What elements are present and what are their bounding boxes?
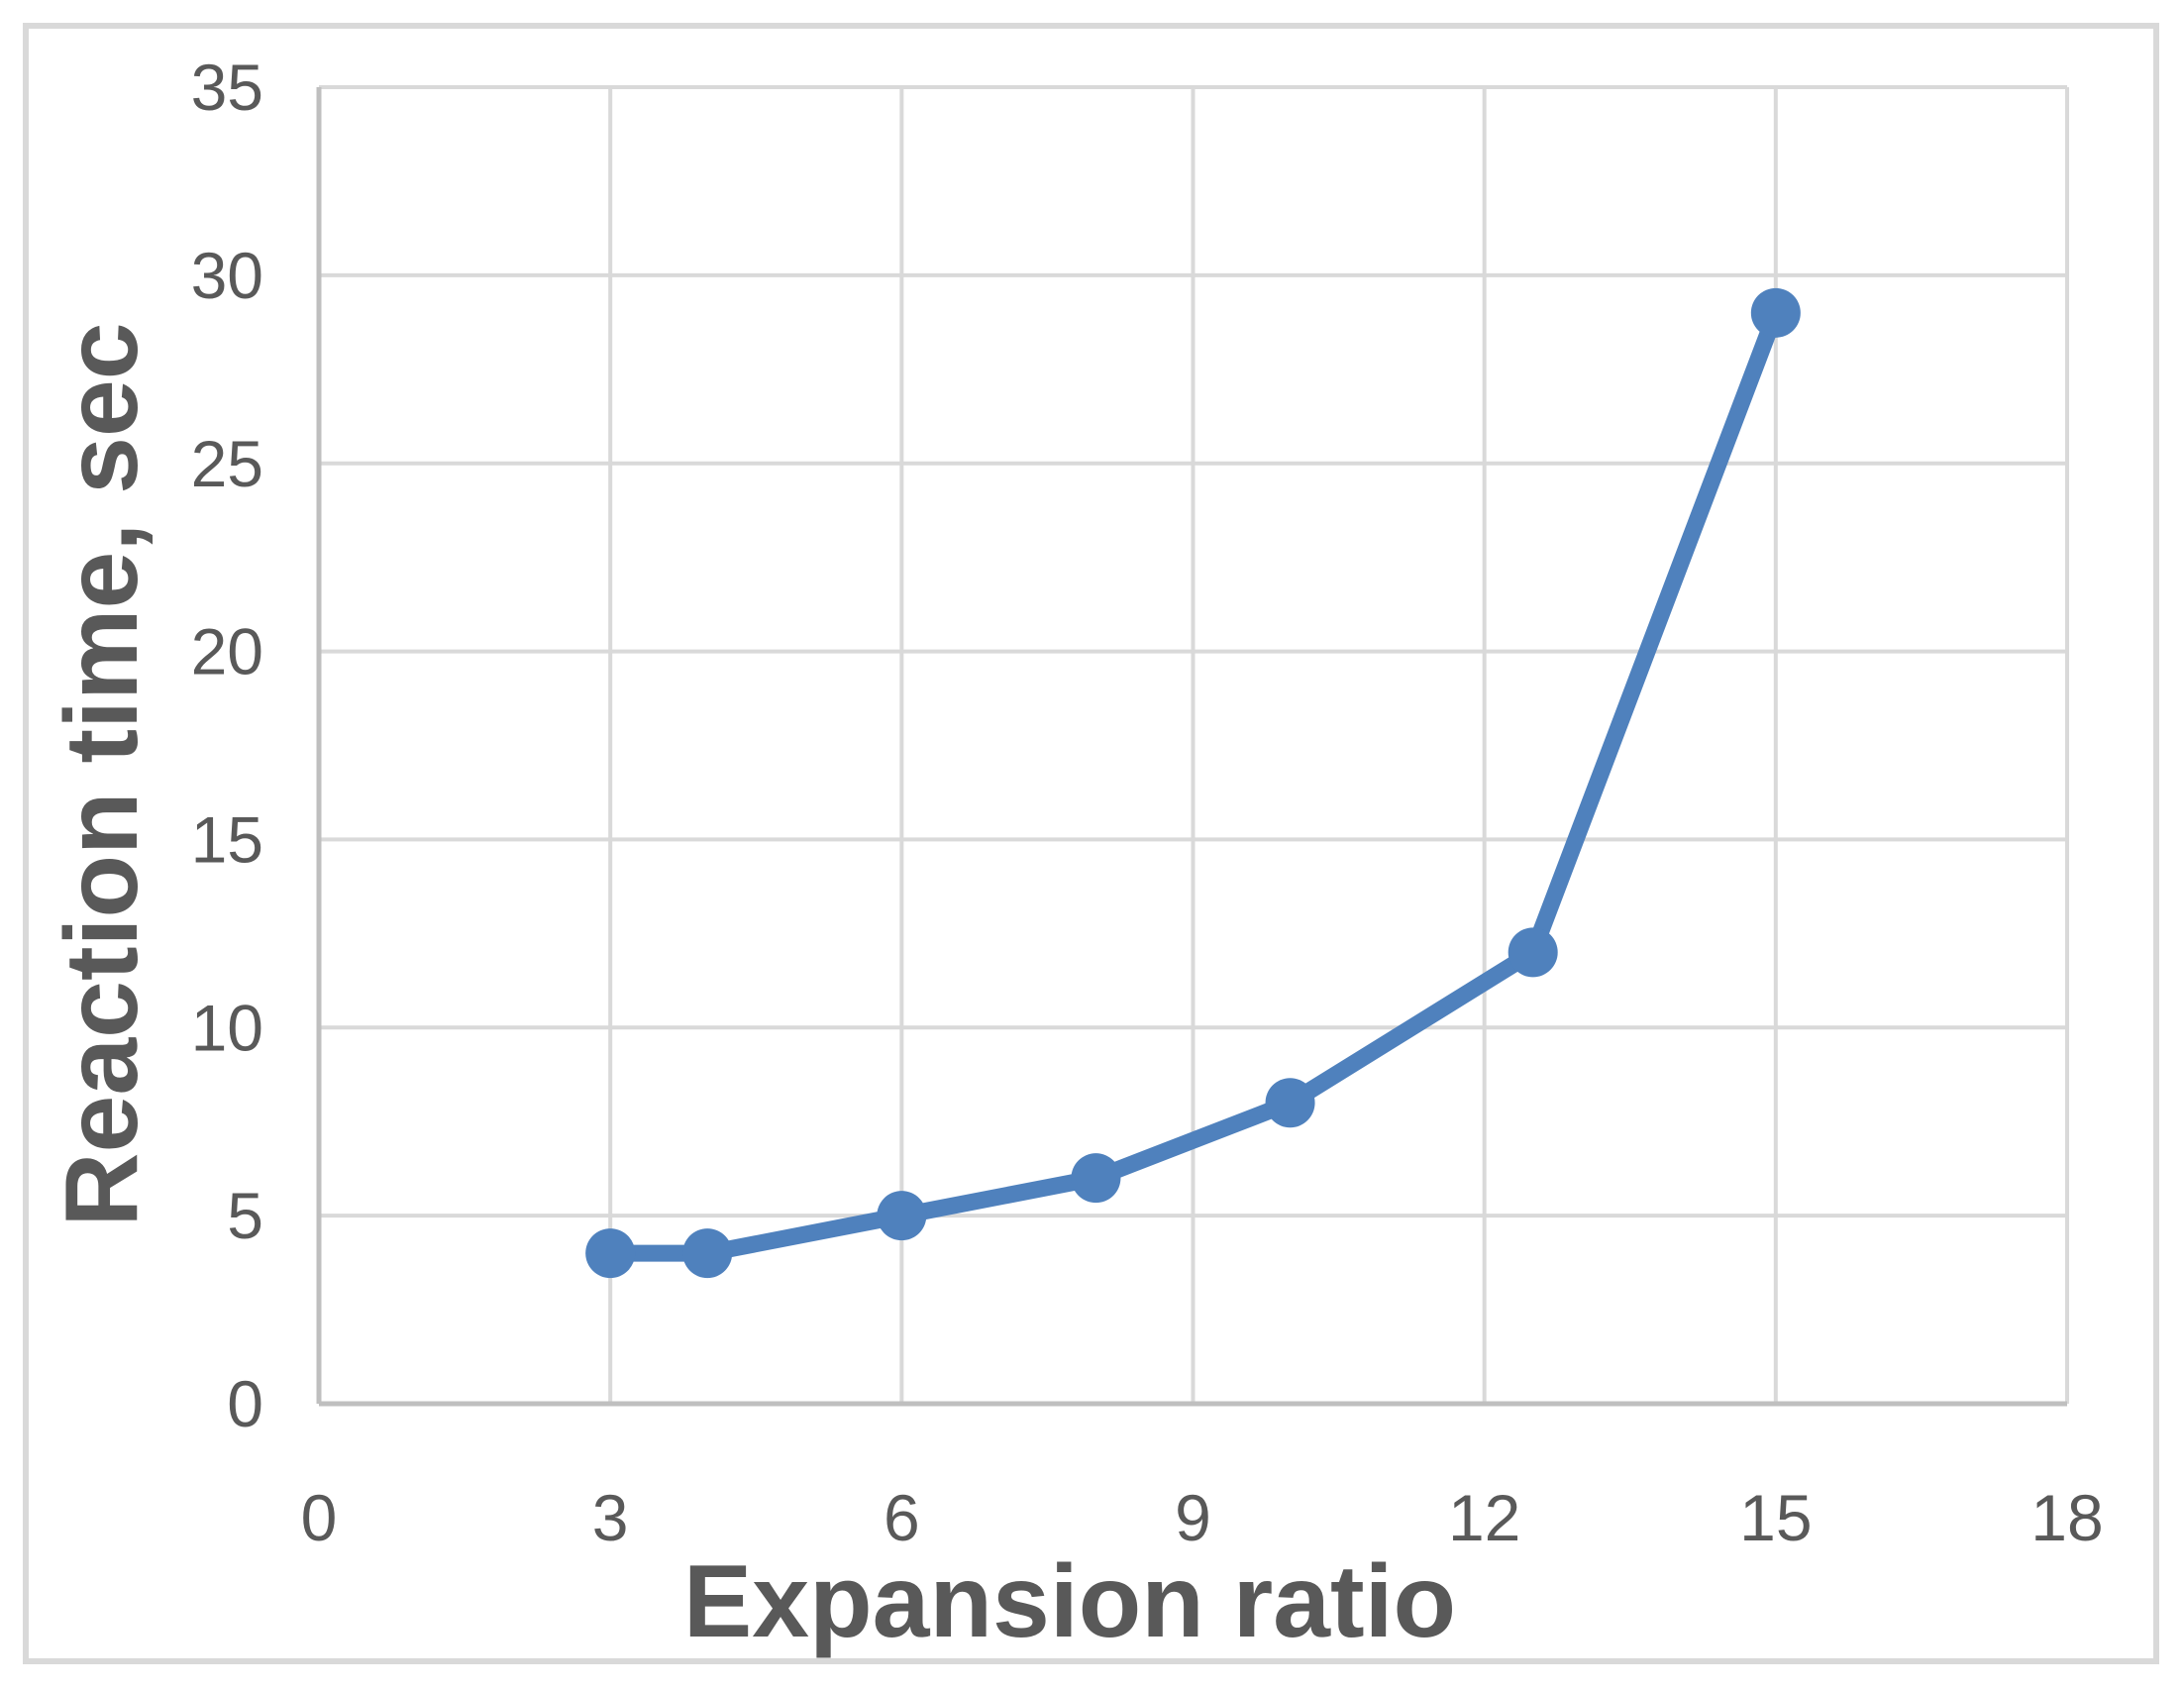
y-tick-label: 20	[191, 615, 263, 688]
y-tick-label: 0	[227, 1367, 263, 1440]
data-point-marker	[585, 1228, 636, 1279]
data-point-marker	[1508, 927, 1558, 978]
y-tick-label: 10	[191, 991, 263, 1064]
data-point-marker	[877, 1191, 927, 1241]
series	[585, 287, 1801, 1279]
x-tick-label: 0	[301, 1481, 338, 1554]
data-point-marker	[682, 1228, 733, 1279]
x-axis-title: Expansion ratio	[683, 1544, 1456, 1659]
x-tick-label: 9	[1175, 1481, 1211, 1554]
x-tick-label: 12	[1448, 1481, 1520, 1554]
y-axis-title: Reaction time, sec	[45, 322, 159, 1226]
data-point-marker	[1750, 287, 1801, 338]
axis-lines	[316, 87, 2067, 1407]
gridlines	[319, 85, 2069, 1404]
data-point-marker	[1071, 1153, 1121, 1204]
tick-labels: 0 3 6 9 12 15 18 0 5 10 15 20 25 30 35	[191, 51, 2104, 1554]
y-tick-label: 25	[191, 427, 263, 500]
y-tick-label: 5	[227, 1179, 263, 1252]
x-tick-label: 3	[592, 1481, 629, 1554]
y-tick-label: 35	[191, 51, 263, 124]
x-tick-label: 6	[884, 1481, 920, 1554]
y-tick-label: 30	[191, 239, 263, 312]
x-tick-label: 15	[1739, 1481, 1812, 1554]
x-tick-label: 18	[2030, 1481, 2103, 1554]
chart-border	[23, 23, 2159, 1664]
y-tick-label: 15	[191, 803, 263, 877]
data-point-marker	[1265, 1078, 1315, 1128]
